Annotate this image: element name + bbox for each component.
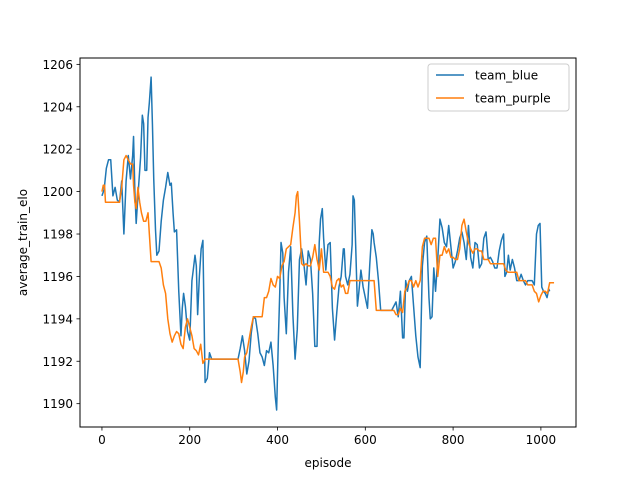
legend-label-team-purple: team_purple [475,92,551,106]
x-tick-label: 200 [178,433,201,447]
x-tick-label: 1000 [526,433,557,447]
y-tick-label: 1194 [42,312,73,326]
legend: team_blue team_purple [427,63,570,112]
y-axis-label: average_train_elo [16,189,30,296]
series-line-team-blue [101,76,551,411]
y-tick-label: 1190 [42,397,73,411]
x-axis-label: episode [305,456,352,470]
x-axis-ticks: 0 200 400 600 800 1000 [98,427,556,447]
y-tick-label: 1202 [42,143,73,157]
y-tick-label: 1198 [42,228,73,242]
y-axis-ticks: 1190 1192 1194 1196 1198 1200 1202 1204 1206 [42,58,80,411]
plot-area-frame [79,57,577,428]
y-tick-label: 1196 [42,270,73,284]
x-tick-label: 400 [266,433,289,447]
x-tick-label: 0 [98,433,106,447]
y-tick-label: 1192 [42,355,73,369]
x-tick-label: 800 [442,433,465,447]
legend-label-team-blue: team_blue [475,69,538,83]
y-tick-label: 1204 [42,100,73,114]
series-line-team-purple [101,154,555,384]
x-tick-label: 600 [354,433,377,447]
plot-lines [101,76,555,411]
y-tick-label: 1206 [42,58,73,72]
y-tick-label: 1200 [42,185,73,199]
